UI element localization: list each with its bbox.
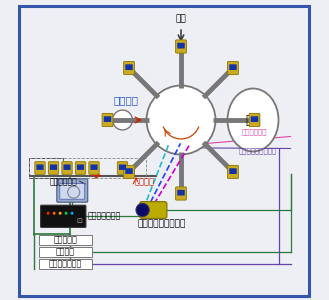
FancyBboxPatch shape — [228, 165, 239, 178]
Text: カラーラインカメラ: カラーラインカメラ — [137, 220, 186, 229]
FancyBboxPatch shape — [89, 162, 99, 174]
Text: ⊡: ⊡ — [76, 218, 82, 224]
FancyBboxPatch shape — [125, 64, 133, 70]
Text: シーケンサ: シーケンサ — [54, 235, 77, 244]
Text: 排出制御機器: 排出制御機器 — [50, 177, 78, 186]
Circle shape — [47, 212, 50, 215]
FancyBboxPatch shape — [177, 190, 185, 196]
Text: コンベア: コンベア — [135, 177, 155, 186]
FancyBboxPatch shape — [124, 61, 135, 75]
FancyBboxPatch shape — [57, 179, 88, 202]
FancyBboxPatch shape — [63, 164, 70, 170]
FancyBboxPatch shape — [39, 247, 91, 256]
FancyBboxPatch shape — [102, 113, 113, 127]
Text: 光切り光源機: 光切り光源機 — [242, 128, 267, 135]
FancyBboxPatch shape — [124, 165, 135, 178]
Circle shape — [64, 212, 67, 215]
Text: 取り出し: 取り出し — [113, 95, 138, 106]
FancyBboxPatch shape — [117, 162, 128, 174]
Circle shape — [136, 203, 149, 217]
FancyBboxPatch shape — [251, 116, 258, 122]
Ellipse shape — [227, 88, 279, 152]
FancyBboxPatch shape — [39, 259, 91, 269]
FancyBboxPatch shape — [229, 168, 237, 174]
Text: 印刷: 印刷 — [245, 113, 261, 127]
FancyBboxPatch shape — [229, 64, 237, 70]
Circle shape — [146, 85, 215, 154]
Circle shape — [59, 212, 62, 215]
FancyBboxPatch shape — [177, 43, 185, 49]
Text: 回転検出エンコーダ: 回転検出エンコーダ — [239, 147, 277, 154]
FancyBboxPatch shape — [125, 168, 133, 174]
Circle shape — [113, 110, 132, 130]
FancyBboxPatch shape — [104, 116, 111, 122]
FancyBboxPatch shape — [228, 61, 239, 75]
FancyBboxPatch shape — [37, 164, 43, 170]
Circle shape — [53, 212, 56, 215]
Text: 画像処理検査機: 画像処理検査機 — [88, 212, 121, 221]
FancyBboxPatch shape — [139, 202, 167, 218]
FancyBboxPatch shape — [90, 164, 98, 170]
FancyBboxPatch shape — [176, 40, 187, 53]
FancyBboxPatch shape — [60, 184, 85, 199]
FancyBboxPatch shape — [119, 164, 126, 170]
FancyBboxPatch shape — [50, 164, 57, 170]
FancyBboxPatch shape — [77, 164, 84, 170]
FancyBboxPatch shape — [75, 162, 86, 174]
Circle shape — [71, 212, 74, 215]
FancyBboxPatch shape — [40, 205, 86, 227]
Text: 供給: 供給 — [176, 14, 186, 23]
Text: 回転検出アンプ: 回転検出アンプ — [49, 259, 82, 268]
FancyBboxPatch shape — [62, 162, 72, 174]
FancyBboxPatch shape — [249, 113, 260, 127]
FancyBboxPatch shape — [176, 187, 187, 200]
Text: 照明電源: 照明電源 — [56, 247, 75, 256]
FancyBboxPatch shape — [35, 162, 45, 174]
FancyBboxPatch shape — [48, 162, 59, 174]
FancyBboxPatch shape — [19, 6, 309, 296]
FancyBboxPatch shape — [39, 235, 91, 244]
